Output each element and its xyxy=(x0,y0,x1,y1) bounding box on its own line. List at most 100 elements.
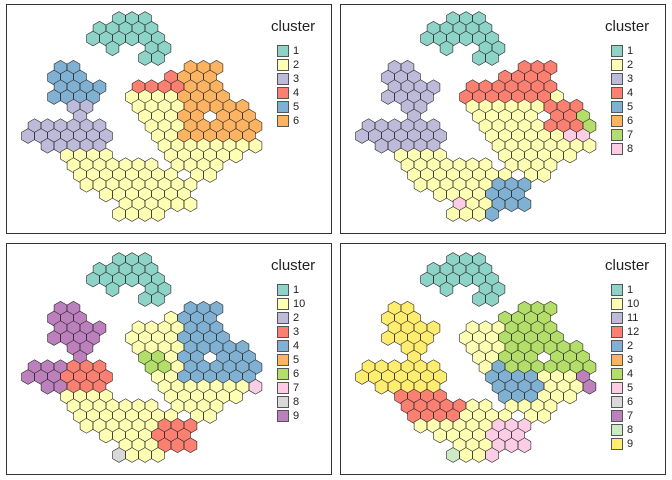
legend-swatch xyxy=(277,382,289,394)
legend-item: 3 xyxy=(611,72,633,86)
hex-cell xyxy=(439,281,454,297)
hex-cell xyxy=(485,291,499,307)
legend-swatch xyxy=(277,73,289,85)
legend-swatch xyxy=(611,340,623,352)
hex-cell xyxy=(151,447,165,463)
legend-item: 9 xyxy=(277,409,299,423)
legend-item: 1 xyxy=(611,44,633,58)
legend-label: 3 xyxy=(293,73,300,85)
legend-label: 8 xyxy=(627,424,634,436)
legend-item: 12 xyxy=(611,325,639,339)
legend-swatch xyxy=(611,45,623,57)
hex-cell xyxy=(563,147,577,164)
hex-cell xyxy=(151,50,165,66)
legend-label: 12 xyxy=(627,326,640,338)
legend-label: 1 xyxy=(627,45,634,57)
legend-swatch xyxy=(611,284,623,296)
cluster-map-panel-1: cluster 1 2 3 4 5 6 xyxy=(6,4,332,234)
hex-cell xyxy=(229,388,243,405)
hex-cell xyxy=(151,206,165,222)
hex-cell xyxy=(248,137,263,154)
legend-label: 2 xyxy=(627,340,634,352)
legend-swatch xyxy=(611,396,623,408)
legend-item: 6 xyxy=(611,114,633,128)
cluster-map-panel-2: cluster 1 2 3 4 5 6 7 8 xyxy=(340,4,666,234)
hex-cell xyxy=(537,408,551,424)
legend-title: cluster xyxy=(605,257,650,274)
legend-label: 7 xyxy=(627,129,634,141)
legend-item: 6 xyxy=(277,367,299,381)
legend-swatch xyxy=(611,438,623,450)
legend-label: 4 xyxy=(627,368,634,380)
legend-label: 6 xyxy=(293,115,300,127)
hex-cell xyxy=(203,167,217,183)
legend-label: 7 xyxy=(293,382,300,394)
legend-label: 8 xyxy=(627,143,634,155)
hex-cell xyxy=(229,147,243,164)
legend-label: 1 xyxy=(293,284,300,296)
legend-label: 5 xyxy=(627,101,634,113)
hex-cell xyxy=(582,378,597,395)
legend-swatch xyxy=(611,73,623,85)
legend-item: 8 xyxy=(611,142,633,156)
legend-label: 3 xyxy=(293,326,300,338)
legend-item: 9 xyxy=(611,437,633,451)
legend-swatch xyxy=(277,115,289,127)
legend-label: 1 xyxy=(627,284,634,296)
hex-cell xyxy=(183,437,198,454)
legend-label: 7 xyxy=(627,410,634,422)
legend-swatch xyxy=(611,101,623,113)
legend-title: cluster xyxy=(271,257,316,274)
legend-label: 5 xyxy=(293,101,300,113)
legend-label: 6 xyxy=(627,115,634,127)
cluster-map-panel-4: cluster 1 10 11 12 2 3 4 5 6 7 8 9 xyxy=(340,243,666,475)
hex-cell xyxy=(485,447,499,463)
legend-item: 2 xyxy=(277,58,299,72)
legend-item: 7 xyxy=(611,128,633,142)
hex-map-4 xyxy=(355,252,597,463)
legend-swatch xyxy=(277,312,289,324)
legend-label: 9 xyxy=(293,410,300,422)
legend-swatch xyxy=(611,298,623,310)
hex-cell xyxy=(183,196,198,213)
legend-swatch xyxy=(277,284,289,296)
legend-label: 4 xyxy=(293,87,300,99)
legend-swatch xyxy=(611,115,623,127)
legend-item: 2 xyxy=(611,58,633,72)
legend-swatch xyxy=(277,340,289,352)
legend-label: 5 xyxy=(627,382,634,394)
legend-swatch xyxy=(277,101,289,113)
legend-item: 5 xyxy=(277,353,299,367)
hex-cell xyxy=(105,281,120,297)
legend-label: 11 xyxy=(627,312,639,324)
legend-item: 5 xyxy=(611,381,633,395)
legend-item: 6 xyxy=(277,114,299,128)
legend-item: 1 xyxy=(277,283,299,297)
legend-item: 4 xyxy=(611,367,633,381)
legend-swatch xyxy=(611,424,623,436)
hex-cell xyxy=(105,40,120,56)
cluster-map-panel-3: cluster 1 10 2 3 4 5 6 7 8 9 xyxy=(6,243,332,475)
hex-cell xyxy=(203,408,217,424)
legend-swatch xyxy=(277,298,289,310)
legend-item: 4 xyxy=(277,339,299,353)
legend-label: 4 xyxy=(627,87,634,99)
legend-swatch xyxy=(611,129,623,141)
legend-item: 2 xyxy=(611,339,633,353)
legend-swatch xyxy=(277,45,289,57)
legend-label: 10 xyxy=(627,298,640,310)
legend-item: 1 xyxy=(277,44,299,58)
legend-swatch xyxy=(611,59,623,71)
legend-label: 2 xyxy=(627,59,634,71)
legend-item: 7 xyxy=(611,409,633,423)
legend-label: 3 xyxy=(627,73,634,85)
legend-swatch xyxy=(611,354,623,366)
legend-item: 10 xyxy=(277,297,305,311)
legend-item: 4 xyxy=(611,86,633,100)
legend-swatch xyxy=(611,87,623,99)
legend-swatch xyxy=(611,410,623,422)
legend-swatch xyxy=(277,396,289,408)
legend-label: 3 xyxy=(627,354,634,366)
legend-swatch xyxy=(277,354,289,366)
legend-swatch xyxy=(611,143,623,155)
